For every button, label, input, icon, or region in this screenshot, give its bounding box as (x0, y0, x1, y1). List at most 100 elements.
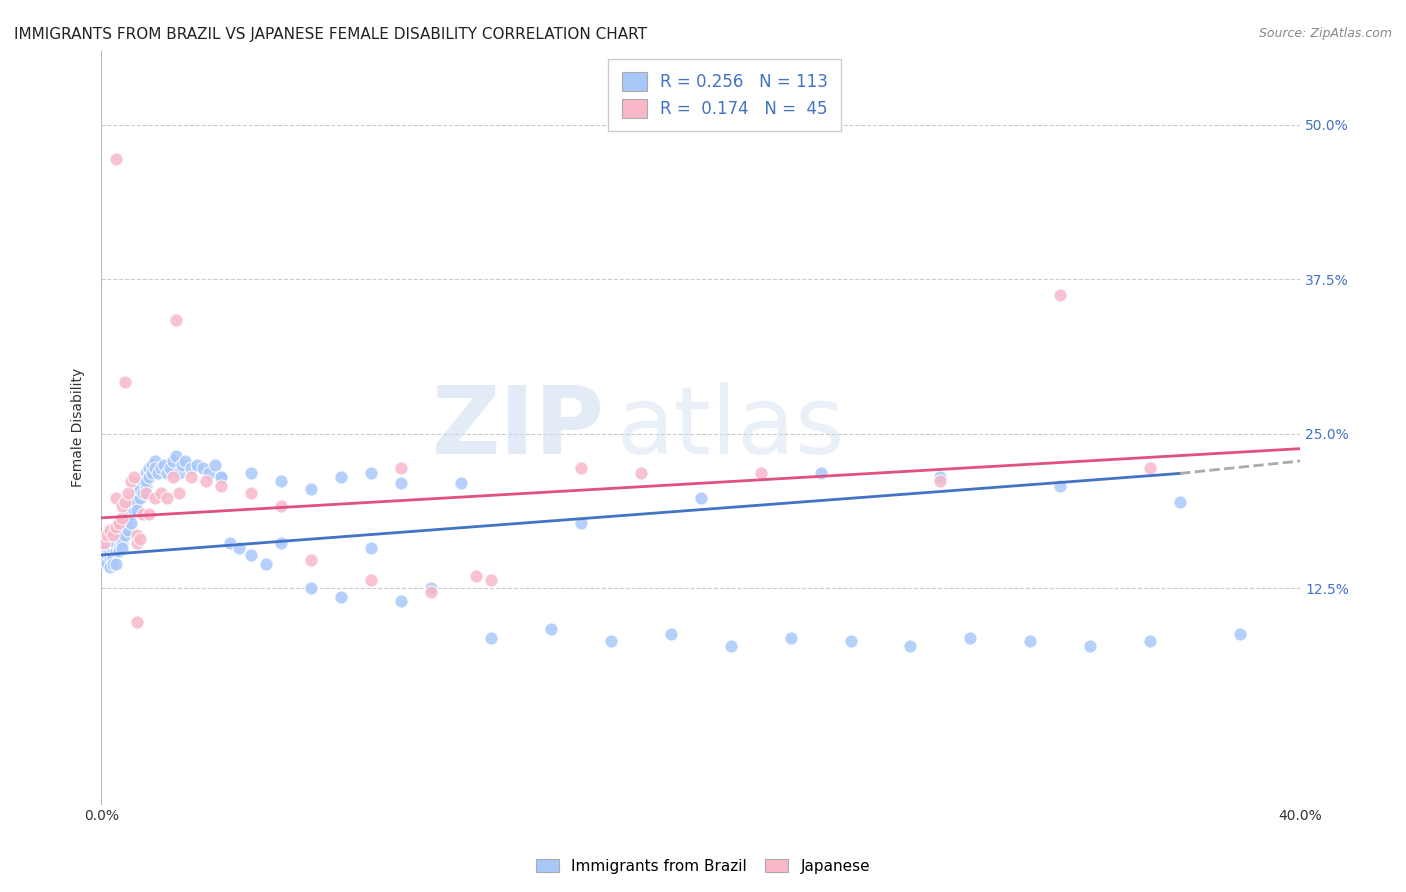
Point (120, 516, 142, 530)
Point (103, 528, 125, 542)
Point (105, 491, 128, 505)
Point (929, 470, 952, 484)
Point (108, 528, 131, 542)
Point (103, 553, 125, 567)
Point (749, 467, 772, 481)
Point (156, 467, 179, 481)
Point (103, 550, 125, 565)
Point (120, 474, 142, 488)
Point (120, 507, 142, 521)
Point (209, 470, 232, 484)
Point (120, 499, 142, 513)
Point (270, 474, 292, 488)
Point (1049, 479, 1071, 493)
Point (138, 470, 160, 484)
Point (389, 593, 412, 607)
Text: IMMIGRANTS FROM BRAZIL VS JAPANESE FEMALE DISABILITY CORRELATION CHART: IMMIGRANTS FROM BRAZIL VS JAPANESE FEMAL… (14, 27, 647, 42)
Point (240, 486, 263, 500)
Point (138, 507, 160, 521)
Point (129, 479, 152, 493)
Point (450, 476, 472, 491)
Point (330, 590, 353, 604)
Point (117, 507, 139, 521)
Point (389, 476, 412, 491)
Point (108, 516, 131, 530)
Point (127, 535, 149, 549)
Point (135, 486, 157, 500)
Point (162, 454, 184, 468)
Point (180, 461, 202, 475)
Point (96, 528, 118, 542)
Point (167, 467, 190, 481)
Point (419, 582, 441, 596)
Point (114, 516, 136, 530)
Point (479, 631, 502, 645)
Y-axis label: Female Disability: Female Disability (72, 368, 86, 487)
Point (419, 585, 441, 599)
Point (122, 491, 145, 505)
Point (1019, 634, 1042, 648)
Point (117, 503, 139, 517)
Point (114, 511, 136, 525)
Point (114, 519, 136, 533)
Point (172, 458, 194, 472)
Point (180, 470, 202, 484)
Point (108, 523, 131, 537)
Point (103, 535, 125, 549)
Point (96, 541, 118, 555)
Point (299, 582, 322, 596)
Point (839, 634, 862, 648)
Point (209, 479, 232, 493)
Point (111, 541, 134, 555)
Point (360, 541, 382, 555)
Point (108, 532, 131, 546)
Point (240, 467, 263, 481)
Point (219, 535, 242, 549)
Point (129, 532, 152, 546)
Point (122, 470, 145, 484)
Legend: R = 0.256   N = 113, R =  0.174   N =  45: R = 0.256 N = 113, R = 0.174 N = 45 (609, 59, 841, 131)
Point (143, 454, 166, 468)
Text: ZIP: ZIP (432, 382, 605, 474)
Point (111, 535, 134, 549)
Point (186, 458, 208, 472)
Point (127, 503, 149, 517)
Point (122, 503, 145, 517)
Point (720, 640, 742, 654)
Point (114, 495, 136, 509)
Point (105, 541, 128, 555)
Point (165, 313, 187, 327)
Point (138, 461, 160, 475)
Point (198, 467, 221, 481)
Point (93, 553, 115, 567)
Point (1139, 461, 1161, 475)
Point (167, 486, 190, 500)
Point (103, 544, 125, 558)
Point (195, 474, 218, 488)
Point (111, 528, 134, 542)
Point (129, 483, 152, 497)
Point (1168, 495, 1191, 509)
Point (659, 627, 682, 641)
Point (132, 474, 155, 488)
Point (96, 548, 118, 562)
Point (228, 541, 250, 555)
Point (127, 615, 149, 629)
Point (1139, 634, 1161, 648)
Point (98, 523, 121, 537)
Point (150, 461, 173, 475)
Point (114, 375, 136, 389)
Point (111, 516, 134, 530)
Point (132, 486, 155, 500)
Point (132, 507, 155, 521)
Point (111, 499, 134, 513)
Point (464, 569, 486, 583)
Point (108, 544, 131, 558)
Point (143, 461, 166, 475)
Point (299, 553, 322, 567)
Point (105, 557, 128, 571)
Point (129, 491, 152, 505)
Point (96, 557, 118, 571)
Point (599, 634, 621, 648)
Point (779, 631, 801, 645)
